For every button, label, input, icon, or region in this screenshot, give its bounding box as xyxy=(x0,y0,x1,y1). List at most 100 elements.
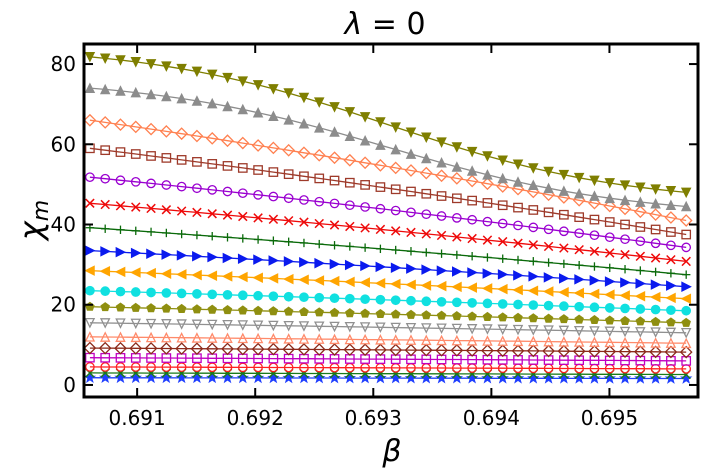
data-point xyxy=(98,371,112,384)
data-point xyxy=(298,333,310,344)
data-point xyxy=(115,286,126,297)
data-point xyxy=(619,326,631,338)
data-point xyxy=(527,285,539,296)
data-point xyxy=(207,304,217,314)
data-point xyxy=(299,238,309,248)
series-s3 xyxy=(85,362,692,374)
data-point xyxy=(436,137,447,148)
data-point xyxy=(437,249,446,258)
data-point xyxy=(528,300,539,310)
data-point xyxy=(253,235,263,244)
x-tick-label: 0.693 xyxy=(345,406,402,430)
y-tick-label: 40 xyxy=(51,213,76,237)
data-point xyxy=(465,344,479,357)
data-point xyxy=(481,283,493,294)
data-point xyxy=(360,223,370,233)
data-point xyxy=(252,106,264,118)
data-point xyxy=(299,171,309,182)
data-point xyxy=(573,172,585,184)
data-point xyxy=(176,181,187,192)
series-line xyxy=(89,227,687,276)
data-point xyxy=(299,217,309,227)
data-point xyxy=(589,326,600,337)
data-point xyxy=(634,291,646,302)
data-point xyxy=(130,267,141,278)
data-point xyxy=(297,342,311,356)
plot-frame xyxy=(82,42,700,399)
data-point xyxy=(481,177,494,191)
data-point xyxy=(360,243,370,252)
data-point xyxy=(161,90,172,102)
data-point xyxy=(497,324,508,336)
series-line xyxy=(89,249,687,288)
data-point xyxy=(269,236,278,245)
data-point xyxy=(421,334,432,346)
data-point xyxy=(175,342,189,355)
data-point xyxy=(130,57,142,68)
data-point xyxy=(282,342,296,356)
data-point xyxy=(146,362,156,372)
chart-title: λ = 0 xyxy=(342,7,425,42)
data-point xyxy=(467,251,477,261)
data-point xyxy=(482,268,494,279)
data-point xyxy=(159,342,173,355)
data-point xyxy=(268,191,279,202)
data-point xyxy=(589,190,600,201)
data-point xyxy=(513,312,523,322)
y-axis-title-base: χ xyxy=(12,220,50,242)
data-point xyxy=(146,227,156,237)
data-point xyxy=(666,227,676,237)
data-point xyxy=(237,253,249,265)
data-point xyxy=(251,371,265,384)
data-point xyxy=(467,214,477,225)
data-point xyxy=(604,302,615,313)
data-point xyxy=(237,188,248,199)
data-point xyxy=(497,335,508,346)
data-point xyxy=(299,306,309,316)
data-point xyxy=(467,267,478,278)
x-tick-label: 0.692 xyxy=(227,406,284,430)
series-line xyxy=(89,357,687,362)
data-point xyxy=(283,215,294,226)
data-point xyxy=(375,139,386,150)
data-point xyxy=(129,120,143,134)
data-point xyxy=(359,333,371,345)
y-tick-label: 80 xyxy=(51,52,76,76)
data-point xyxy=(572,344,586,358)
data-point xyxy=(314,196,325,207)
data-point xyxy=(542,286,554,297)
chart-title-symbol: λ xyxy=(342,7,362,42)
data-point xyxy=(543,313,554,323)
data-point xyxy=(680,337,692,349)
data-point xyxy=(314,218,324,229)
data-point xyxy=(283,114,294,125)
data-point xyxy=(130,318,142,330)
data-point xyxy=(267,273,279,284)
data-point xyxy=(84,317,96,329)
data-point xyxy=(390,143,401,155)
data-point xyxy=(543,182,554,194)
data-point xyxy=(161,288,172,298)
data-point xyxy=(312,148,326,162)
data-point xyxy=(222,289,233,300)
data-point xyxy=(299,292,309,303)
data-point xyxy=(649,208,662,222)
data-point xyxy=(635,304,646,314)
data-point xyxy=(222,72,233,84)
data-point xyxy=(176,362,187,373)
data-point xyxy=(558,336,570,347)
data-point xyxy=(268,110,279,121)
data-point xyxy=(236,371,250,384)
y-tick-label: 60 xyxy=(51,132,76,156)
data-point xyxy=(635,182,646,193)
data-point xyxy=(452,193,462,204)
data-point xyxy=(421,132,432,143)
data-point xyxy=(298,321,310,332)
data-point xyxy=(298,274,309,286)
data-point xyxy=(375,203,386,214)
data-point xyxy=(436,191,447,201)
data-point xyxy=(329,293,340,304)
data-point xyxy=(344,321,356,333)
chart-title-rest: = 0 xyxy=(362,7,425,42)
